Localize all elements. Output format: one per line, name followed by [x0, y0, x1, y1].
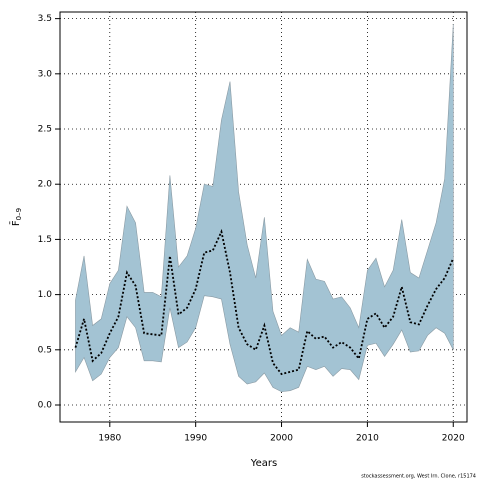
x-tick-label: 2020	[442, 434, 465, 444]
y-tick-label: 2.5	[38, 125, 52, 135]
x-tick-label: 2010	[356, 434, 379, 444]
y-tick-label: 0.0	[38, 400, 53, 410]
y-tick-label: 1.0	[38, 290, 53, 300]
y-axis-label: F̄0–9	[9, 208, 23, 226]
x-axis-label: Years	[250, 458, 277, 469]
y-axis-label-main: F̄	[9, 220, 22, 226]
y-axis-label-subscript: 0–9	[15, 208, 23, 220]
x-tick-label: 1990	[184, 434, 207, 444]
y-tick-label: 2.0	[38, 180, 53, 190]
y-tick-label: 0.5	[38, 345, 52, 355]
estimate-line	[74, 228, 455, 376]
footnote: stockassessment.org, West Irn. Clone, r1…	[361, 474, 476, 480]
y-tick-label: 1.5	[38, 235, 52, 245]
x-tick-label: 2000	[270, 434, 293, 444]
y-tick-label: 3.5	[38, 14, 52, 24]
y-tick-label: 3.0	[38, 69, 53, 79]
x-tick-label: 1980	[98, 434, 121, 444]
plot-frame	[59, 11, 468, 423]
confidence-band	[75, 24, 454, 393]
